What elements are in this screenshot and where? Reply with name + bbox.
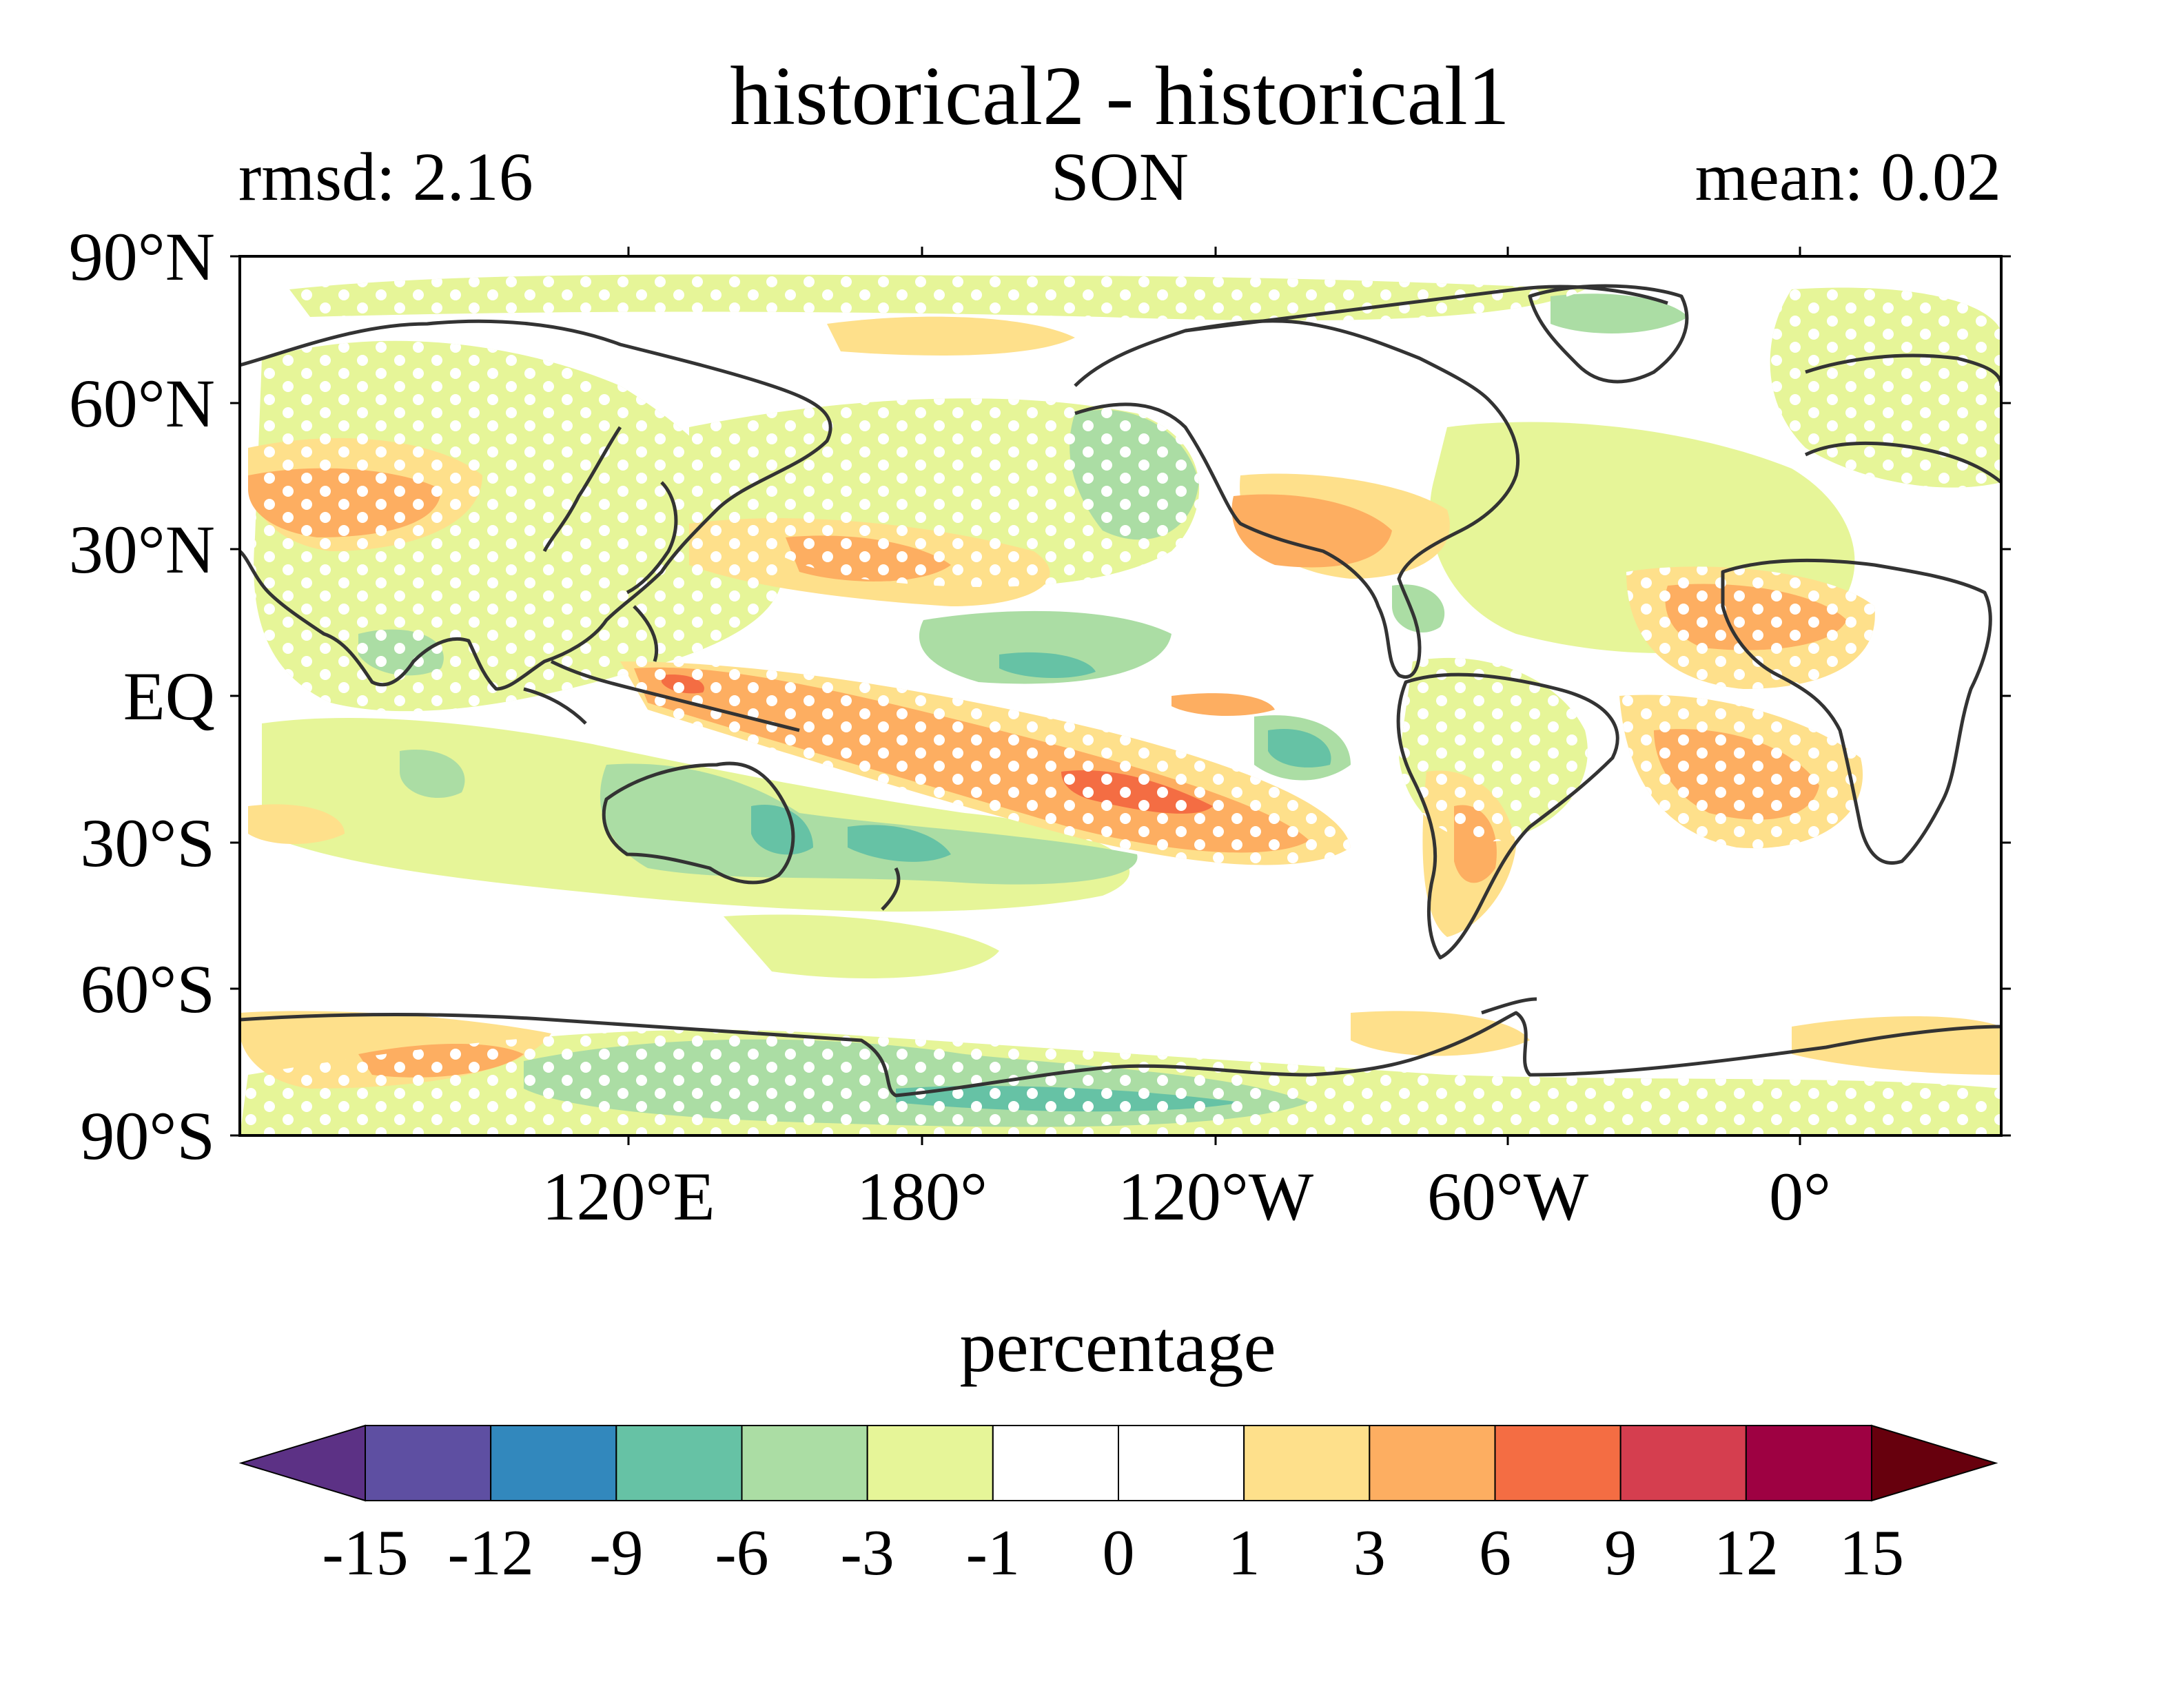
- colorbar-swatch: [365, 1425, 492, 1501]
- lat-tick-label: 90°N: [69, 218, 215, 295]
- colorbar-tick-label: -15: [322, 1517, 408, 1589]
- lon-tick-label: 120°E: [542, 1158, 715, 1235]
- colorbar-tick-label: 15: [1839, 1517, 1904, 1589]
- lon-tick-label: 120°W: [1118, 1158, 1314, 1235]
- colorbar-extend-high: [1871, 1424, 1998, 1502]
- lat-tick-label: 30°N: [69, 511, 215, 588]
- colorbar-swatch: [992, 1425, 1120, 1501]
- map-field: [240, 256, 2001, 1135]
- coastlines: [240, 284, 2001, 1098]
- colorbar-swatch: [490, 1425, 617, 1501]
- colorbar-tick-label: -3: [841, 1517, 894, 1589]
- colorbar-tick-label: 3: [1353, 1517, 1386, 1589]
- lon-tick-label: 180°: [857, 1158, 988, 1235]
- figure-title: historical2 - historical1: [730, 50, 1510, 143]
- colorbar-tick-label: 1: [1228, 1517, 1260, 1589]
- colorbar-swatch: [1118, 1425, 1245, 1501]
- lat-tick-label: EQ: [123, 658, 215, 734]
- colorbar-swatch: [1243, 1425, 1371, 1501]
- lat-tick-label: 60°N: [69, 365, 215, 442]
- lon-tick-label: 0°: [1769, 1158, 1831, 1235]
- colorbar-tick-label: -12: [448, 1517, 534, 1589]
- colorbar-tick-label: 9: [1604, 1517, 1637, 1589]
- colorbar-swatch: [615, 1425, 743, 1501]
- colorbar: [238, 1424, 1998, 1502]
- lon-tick-label: 60°W: [1427, 1158, 1589, 1235]
- lat-tick-label: 90°S: [80, 1098, 215, 1174]
- colorbar-tick-label: 12: [1714, 1517, 1779, 1589]
- lat-axis: 90°N 60°N 30°N EQ 30°S 60°S 90°S: [69, 218, 215, 1174]
- colorbar-swatch: [866, 1425, 994, 1501]
- mean-label: mean: 0.02: [1695, 138, 2001, 215]
- rmsd-label: rmsd: 2.16: [238, 138, 533, 215]
- colorbar-tick-label: -6: [715, 1517, 768, 1589]
- colorbar-tick-label: 0: [1103, 1517, 1135, 1589]
- colorbar-tick-label: -9: [589, 1517, 643, 1589]
- colorbar-swatch: [741, 1425, 868, 1501]
- colorbar-tick-labels: -15 -12 -9 -6 -3 -1 0 1 3 6 9 12 15: [322, 1517, 1904, 1589]
- colorbar-swatch: [1369, 1425, 1496, 1501]
- colorbar-swatch: [1494, 1425, 1621, 1501]
- colorbar-tick-label: 6: [1479, 1517, 1511, 1589]
- lat-tick-label: 60°S: [80, 951, 215, 1027]
- season-label: SON: [1051, 138, 1189, 215]
- axis-ticks: [230, 247, 2011, 1145]
- colorbar-tick-label: -1: [966, 1517, 1020, 1589]
- colorbar-swatch: [1619, 1425, 1747, 1501]
- lat-tick-label: 30°S: [80, 805, 215, 881]
- colorbar-label: percentage: [960, 1306, 1276, 1387]
- colorbar-extend-low: [238, 1424, 366, 1502]
- colorbar-swatch: [1745, 1425, 1872, 1501]
- lon-axis: 120°E 180° 120°W 60°W 0°: [542, 1158, 1831, 1235]
